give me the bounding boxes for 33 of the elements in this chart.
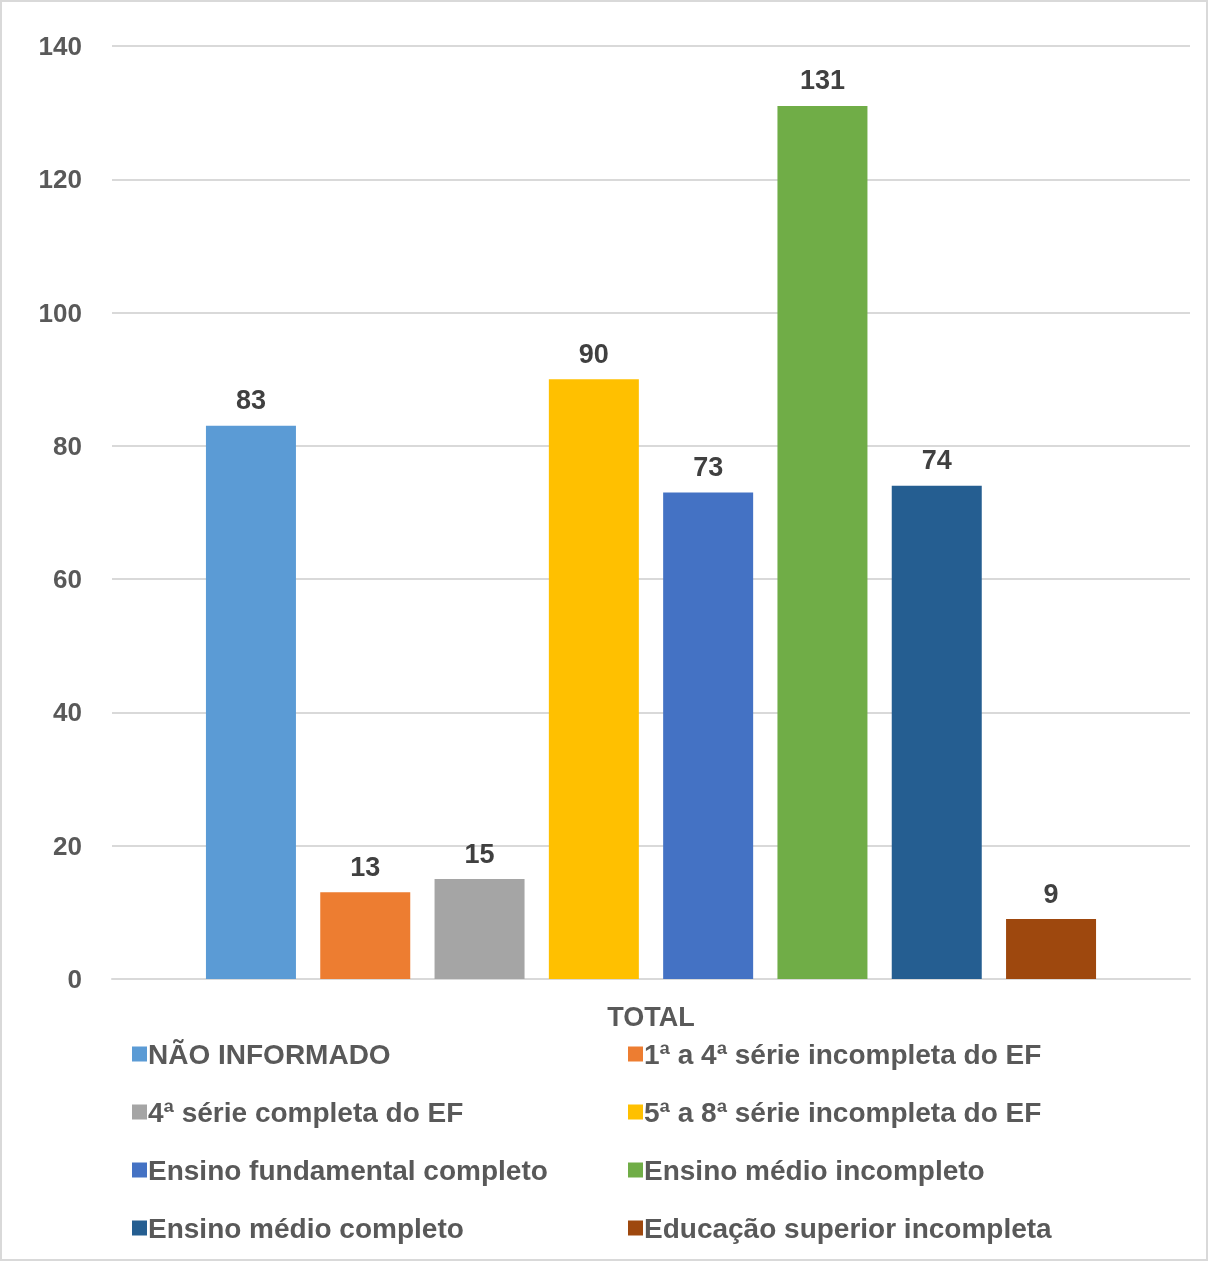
bar — [891, 485, 982, 979]
legend-label: 4ª série completa do EF — [148, 1096, 464, 1128]
data-label: 9 — [1043, 878, 1059, 909]
bar — [548, 379, 639, 979]
legend-label: NÃO INFORMADO — [148, 1038, 391, 1070]
legend-label: Ensino médio incompleto — [644, 1154, 985, 1186]
x-tick-label: TOTAL — [607, 1001, 695, 1032]
bar — [1006, 919, 1097, 979]
legend-label: Ensino médio completo — [148, 1212, 464, 1244]
data-label: 13 — [350, 851, 381, 882]
y-tick-label: 40 — [53, 697, 82, 728]
data-label: 83 — [235, 385, 266, 416]
y-tick-label: 120 — [38, 164, 82, 195]
data-label: 15 — [464, 838, 495, 869]
data-label: 73 — [693, 452, 724, 483]
y-tick-label: 100 — [38, 297, 82, 328]
bar — [777, 105, 868, 979]
legend-label: Ensino fundamental completo — [148, 1154, 548, 1186]
data-label: 74 — [921, 445, 952, 476]
bar — [663, 492, 754, 979]
bar — [434, 879, 525, 979]
bar — [205, 425, 296, 979]
legend-label: 5ª a 8ª série incompleta do EF — [644, 1096, 1042, 1128]
y-tick-label: 20 — [53, 830, 82, 861]
y-tick-label: 60 — [53, 564, 82, 595]
legend-label: 1ª a 4ª série incompleta do EF — [644, 1038, 1042, 1070]
y-tick-label: 0 — [67, 964, 82, 994]
y-tick-label: 140 — [38, 31, 82, 61]
data-label: 131 — [799, 65, 845, 96]
legend-label: Educação superior incompleta — [644, 1212, 1053, 1244]
bar — [320, 892, 411, 979]
data-label: 90 — [578, 338, 609, 369]
y-tick-label: 80 — [53, 430, 82, 461]
